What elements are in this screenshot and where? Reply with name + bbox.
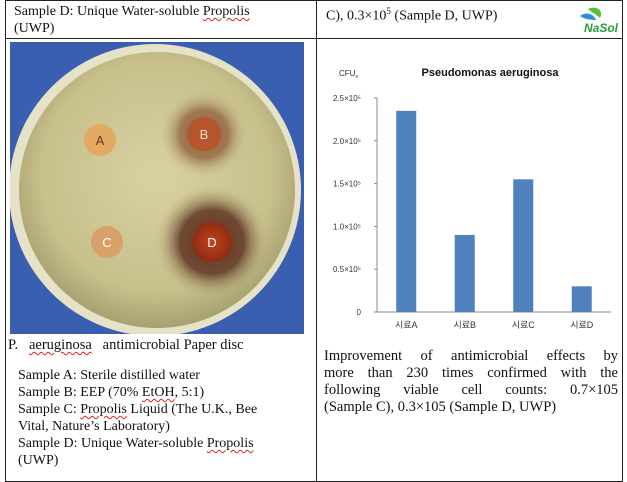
caption-rest: antimicrobial Paper disc <box>102 337 244 353</box>
chart-y-axis-label-main: CFU <box>339 69 356 78</box>
chart-y-tick-label: 2.0×10⁵ <box>333 137 361 146</box>
sample-c-suffix: Liquid (The U.K., Bee <box>126 402 258 417</box>
chart-categories: 시료A 시료B 시료C 시료D <box>395 320 594 330</box>
chart-title: Pseudomonas aeruginosa <box>422 67 560 79</box>
chart-y-tick-label: 0 <box>357 308 362 317</box>
petri-dish-illustration: A B C D <box>10 42 304 334</box>
disc-label-d: D <box>207 235 216 250</box>
leaf-icon <box>580 7 602 20</box>
improvement-line1: Improvement of antimicrobial effects by <box>324 348 618 364</box>
chart-bar <box>396 110 417 312</box>
chart-bar <box>454 234 475 312</box>
improvement-line4: (Sample C), 0.3×105 (Sample D, UWP) <box>324 399 557 415</box>
caption-species: aeruginosa <box>28 337 92 353</box>
top-right-prefix: C), 0.3×10 <box>326 8 387 24</box>
bar-chart: Pseudomonas aeruginosa CFUs 0 0.5×10⁵ 1.0×… <box>325 50 621 340</box>
chart-y-axis-label-sub: s <box>355 74 358 80</box>
caption-p: P. <box>8 337 19 353</box>
nasol-logo: NaSol <box>576 6 622 36</box>
chart-bar <box>571 286 592 312</box>
photo-caption: P. aeruginosa antimicrobial Paper disc <box>8 337 244 354</box>
table-horizontal-divider <box>5 38 623 39</box>
top-right-sup: 5 <box>386 6 391 16</box>
top-right-suffix: (Sample D, UWP) <box>390 8 498 24</box>
petri-dish-photo: A B C D <box>10 42 304 334</box>
improvement-paragraph: Improvement of antimicrobial effects by … <box>324 348 618 416</box>
top-right-line: C), 0.3×105 (Sample D, UWP) <box>326 3 497 25</box>
top-left-underlined: Propolis <box>202 4 250 19</box>
top-left-prefix: Sample D: Unique Water-soluble <box>14 4 203 19</box>
disc-label-b: B <box>200 127 209 142</box>
chart-bars <box>396 110 592 312</box>
logo-text: NaSol <box>584 21 619 35</box>
improvement-line3: following viable cell counts: 0.7×105 <box>324 382 618 398</box>
sample-a: Sample A: Sterile distilled water <box>18 368 200 383</box>
chart-y-tick-label: 0.5×10⁵ <box>333 265 361 274</box>
disc-label-c: C <box>102 235 111 250</box>
disc-label-a: A <box>96 133 105 148</box>
sample-c: Sample C: Propolis Liquid (The U.K., Bee <box>18 401 257 418</box>
sample-c-line2: Vital, Nature’s Laboratory) <box>18 419 170 434</box>
chart-category-label: 시료C <box>512 320 536 330</box>
table-vertical-divider <box>316 0 317 482</box>
chart-ticks: 0 0.5×10⁵ 1.0×10⁵ 1.5×10⁵ 2.0×10⁵ 2.5×10⁵ <box>333 94 377 317</box>
sample-b: Sample B: EEP (70% EtOH, 5:1) <box>18 384 204 401</box>
sample-b-prefix: Sample B: EEP (70% <box>18 385 142 400</box>
sample-d-underlined: Propolis <box>206 436 254 451</box>
chart-y-tick-label: 1.0×10⁵ <box>333 222 361 231</box>
sample-b-underlined: EtOH <box>141 385 175 400</box>
bar-chart-svg: Pseudomonas aeruginosa CFUs 0 0.5×10⁵ 1.0×… <box>333 67 611 330</box>
improvement-line2: more than 230 times confirmed with the <box>324 365 618 381</box>
sample-c-prefix: Sample C: <box>18 402 81 417</box>
chart-category-label: 시료D <box>570 320 594 330</box>
chart-y-tick-label: 1.5×10⁵ <box>333 180 361 189</box>
chart-y-tick-label: 2.5×10⁵ <box>333 94 361 103</box>
top-left-line2: (UWP) <box>14 21 55 36</box>
sample-d-line2: (UWP) <box>18 453 59 468</box>
chart-bar <box>513 179 534 312</box>
sample-d-prefix: Sample D: Unique Water-soluble <box>18 436 207 451</box>
chart-y-axis-label: CFUs <box>339 69 358 80</box>
sample-d: Sample D: Unique Water-soluble Propolis <box>18 435 254 452</box>
top-left-line1: Sample D: Unique Water-soluble Propolis <box>14 3 250 20</box>
sample-b-suffix: , 5:1) <box>174 385 205 400</box>
chart-category-label: 시료B <box>453 320 476 330</box>
sample-c-underlined: Propolis <box>80 402 127 417</box>
chart-category-label: 시료A <box>395 320 418 330</box>
